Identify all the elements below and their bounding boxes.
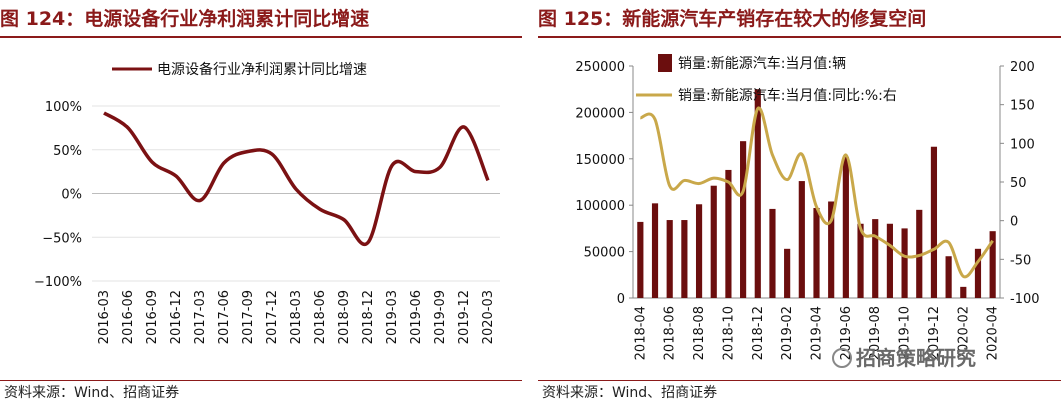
right-x-tick-label: 2018-10 [721, 306, 736, 360]
left-y-tick-label: 0% [61, 188, 82, 203]
right-bottom-rule [538, 380, 1061, 381]
right-x-tick-label: 2019-12 [927, 306, 942, 360]
right-chart-title: 图 125：新能源汽车产销存在较大的修复空间 [538, 8, 927, 30]
right-x-tick-label: 2019-06 [839, 306, 854, 360]
left-y-tick-label: 50% [53, 144, 82, 159]
right-legend-bar-label: 销量:新能源汽车:当月值:辆 [678, 55, 846, 72]
left-x-tick-label: 2016-03 [97, 290, 112, 344]
right-legend-line-label: 销量:新能源汽车:当月值:同比:%:右 [678, 87, 897, 104]
right-panel: 图 125：新能源汽车产销存在较大的修复空间 250000 200000 15000… [538, 0, 1061, 404]
right-bar [784, 248, 791, 298]
right-bar [930, 146, 938, 298]
left-x-tick-label: 2016-06 [121, 290, 136, 344]
left-x-tick-label: 2019-09 [433, 290, 448, 344]
left-title-rule [0, 36, 522, 38]
right-bar [666, 220, 673, 298]
right-right-y-tick-label: -100 [1010, 292, 1040, 307]
right-bar [769, 208, 776, 298]
right-x-tick-label: 2018-06 [663, 306, 678, 360]
right-x-tick-label: 2019-02 [780, 306, 795, 360]
right-left-y-tick-label: 50000 [584, 246, 625, 261]
right-bar [681, 220, 688, 298]
right-bar [886, 223, 893, 298]
left-source-note: 资料来源：Wind、招商证券 [4, 385, 180, 401]
left-series-line [103, 111, 490, 247]
right-bar [857, 223, 864, 298]
right-bar [901, 228, 908, 298]
right-right-y-tick-label: 200 [1010, 60, 1035, 75]
right-bar [754, 89, 761, 298]
left-x-tick-label: 2018-06 [313, 290, 328, 344]
right-x-tick-label: 2019-10 [898, 306, 913, 360]
left-x-tick-label: 2018-09 [337, 290, 352, 344]
right-right-y-tick-label: 100 [1010, 137, 1035, 152]
right-bar [974, 248, 982, 298]
right-x-tick-label: 2018-12 [751, 306, 766, 360]
right-bar [710, 185, 717, 298]
left-x-tick-label: 2017-03 [193, 290, 208, 344]
wechat-icon [832, 348, 852, 368]
right-left-y-tick-label: 0 [617, 292, 625, 307]
right-x-tick-label: 2020-04 [986, 306, 1001, 360]
right-x-tick-label: 2019-04 [810, 306, 825, 360]
left-x-tick-label: 2018-03 [289, 290, 304, 344]
right-x-tick-label: 2018-08 [692, 306, 707, 360]
left-x-tick-label: 2017-12 [265, 290, 280, 344]
left-x-tick-label: 2017-09 [241, 290, 256, 344]
right-combo-chart: 250000 200000 150000 100000 50000 0 200 150 100 5… [575, 54, 1040, 360]
right-right-y-tick-label: 150 [1010, 99, 1035, 114]
right-title-rule [538, 36, 1061, 38]
left-y-tick-label: 100% [45, 100, 82, 115]
left-chart-title: 图 124：电源设备行业净利润累计同比增速 [0, 8, 370, 30]
left-x-tick-label: 2016-09 [145, 290, 160, 344]
left-x-tick-label: 2017-06 [217, 290, 232, 344]
left-x-tick-label: 2019-06 [409, 290, 424, 344]
right-bar [740, 141, 747, 298]
left-x-tick-label: 2020-03 [481, 290, 496, 344]
right-bar [916, 209, 923, 298]
left-bottom-rule [0, 380, 522, 381]
right-left-y-tick-label: 100000 [575, 199, 625, 214]
right-bar [828, 201, 835, 298]
left-panel: 图 124：电源设备行业净利润累计同比增速 电源设备行业净利润累计同比增速 100… [0, 0, 522, 404]
right-x-tick-label: 2018-04 [633, 306, 648, 360]
left-x-tick-label: 2018-12 [361, 290, 376, 344]
right-x-tick-label: 2019-08 [868, 306, 883, 360]
right-bar [945, 256, 952, 298]
watermark: 招商策略研究 [832, 342, 976, 371]
right-x-tick-label: 2020-02 [956, 306, 971, 360]
left-x-tick-label: 2016-12 [169, 290, 184, 344]
right-bar [872, 219, 879, 298]
right-right-y-tick-label: -50 [1010, 253, 1031, 268]
right-bar [725, 169, 732, 298]
right-yoy-line [639, 106, 994, 279]
right-bar [989, 231, 996, 298]
right-source-note: 资料来源：Wind、招商证券 [542, 385, 718, 401]
left-line-chart: 电源设备行业净利润累计同比增速 100% 50% 0% −50% −100% 2016-03… [34, 61, 500, 344]
right-bar [798, 181, 805, 298]
left-legend-label: 电源设备行业净利润累计同比增速 [157, 61, 367, 78]
right-bar [960, 286, 967, 298]
left-y-tick-label: −50% [42, 231, 82, 246]
right-right-y-tick-label: 50 [1010, 176, 1027, 191]
left-y-tick-label: −100% [34, 275, 82, 290]
watermark-text: 招商策略研究 [856, 346, 976, 370]
right-bar [651, 203, 659, 298]
right-bar [637, 221, 644, 298]
left-x-tick-label: 2019-03 [385, 290, 400, 344]
right-left-y-tick-label: 150000 [575, 153, 625, 168]
right-legend-bar-swatch [658, 54, 672, 72]
right-bar [813, 207, 820, 298]
right-right-y-tick-label: 0 [1010, 215, 1018, 230]
right-left-y-tick-label: 200000 [575, 106, 625, 121]
right-bar [842, 156, 849, 298]
right-bar [695, 204, 703, 298]
right-left-y-tick-label: 250000 [575, 60, 625, 75]
left-x-tick-label: 2019-12 [457, 290, 472, 344]
